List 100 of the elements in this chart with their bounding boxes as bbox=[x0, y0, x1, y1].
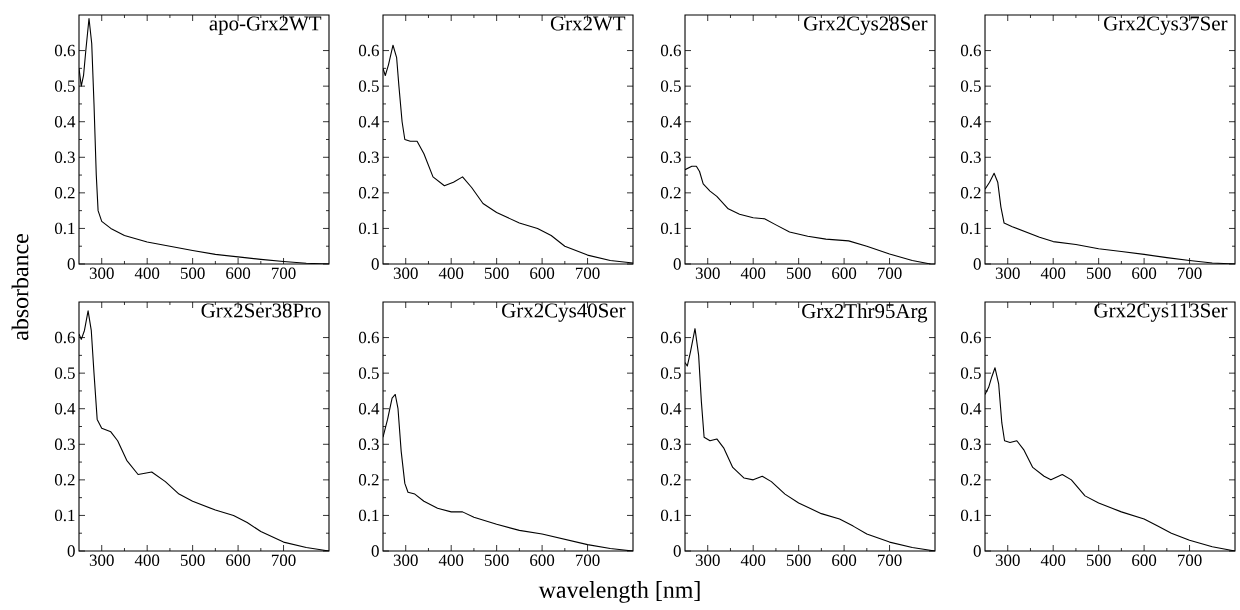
y-tick-label: 0.4 bbox=[54, 115, 76, 128]
y-tick-label: 0.6 bbox=[960, 44, 981, 57]
y-tick-label: 0.5 bbox=[660, 367, 681, 379]
x-tick-label: 700 bbox=[575, 554, 600, 566]
y-tick-label: 0.5 bbox=[54, 80, 75, 92]
x-tick-label: 500 bbox=[484, 554, 509, 566]
y-tick-label: 0.2 bbox=[358, 474, 379, 486]
chart-title: Grx2Cys37Ser bbox=[1104, 16, 1228, 35]
y-tick-label: 0.4 bbox=[960, 402, 982, 415]
y-tick-label: 0.1 bbox=[54, 222, 75, 235]
x-tick-label: 700 bbox=[271, 267, 296, 279]
y-tick-label: 0.4 bbox=[358, 402, 380, 415]
chart-title: Grx2Ser38Pro bbox=[201, 303, 321, 318]
x-tick-label: 400 bbox=[1040, 267, 1066, 279]
y-tick-label: 0 bbox=[67, 258, 75, 270]
y-tick-label: 0.6 bbox=[54, 44, 75, 57]
y-tick-label: 0.6 bbox=[358, 331, 379, 344]
y-tick-label: 0.4 bbox=[960, 115, 982, 128]
x-tick-label: 500 bbox=[1086, 267, 1111, 279]
x-tick-label: 400 bbox=[134, 267, 160, 279]
y-tick-label: 0.3 bbox=[960, 151, 981, 164]
y-tick-label: 0 bbox=[371, 545, 379, 557]
x-tick-label: 400 bbox=[134, 554, 160, 566]
y-tick-label: 0.2 bbox=[660, 187, 681, 199]
x-tick-label: 700 bbox=[877, 267, 902, 279]
x-tick-label: 300 bbox=[695, 554, 720, 566]
y-tick-label: 0.2 bbox=[54, 474, 75, 486]
x-tick-label: 600 bbox=[832, 554, 857, 566]
y-tick-label: 0 bbox=[973, 258, 981, 270]
x-tick-label: 500 bbox=[180, 267, 205, 279]
chart-title: Grx2WT bbox=[550, 16, 626, 31]
x-axis-title: wavelength [nm] bbox=[538, 581, 700, 603]
chart-title: Grx2Cys28Ser bbox=[804, 16, 928, 35]
y-tick-label: 0.5 bbox=[960, 367, 981, 379]
y-tick-label: 0 bbox=[67, 545, 75, 557]
y-tick-label: 0.2 bbox=[960, 474, 981, 486]
y-tick-label: 0.5 bbox=[660, 80, 681, 92]
x-tick-label: 600 bbox=[1132, 554, 1157, 566]
x-tick-label: 600 bbox=[1132, 267, 1157, 279]
y-tick-label: 0.1 bbox=[358, 222, 379, 235]
y-tick-label: 0.2 bbox=[660, 474, 681, 486]
x-tick-label: 300 bbox=[995, 554, 1020, 566]
y-tick-label: 0.2 bbox=[960, 187, 981, 199]
x-tick-label: 400 bbox=[438, 267, 464, 279]
y-tick-label: 0.3 bbox=[358, 151, 379, 164]
chart-title: Grx2Cys40Ser bbox=[502, 303, 626, 322]
y-tick-label: 0.1 bbox=[358, 509, 379, 522]
y-tick-label: 0.5 bbox=[358, 367, 379, 379]
x-tick-label: 300 bbox=[995, 267, 1020, 279]
y-tick-label: 0.6 bbox=[960, 331, 981, 344]
x-tick-label: 300 bbox=[695, 267, 720, 279]
y-tick-label: 0.6 bbox=[660, 44, 681, 57]
y-tick-label: 0.6 bbox=[54, 331, 75, 344]
y-tick-label: 0.3 bbox=[660, 151, 681, 164]
y-tick-label: 0.2 bbox=[358, 187, 379, 199]
y-tick-label: 0 bbox=[371, 258, 379, 270]
x-tick-label: 700 bbox=[575, 267, 600, 279]
x-tick-label: 600 bbox=[530, 267, 555, 279]
x-tick-label: 700 bbox=[877, 554, 902, 566]
y-tick-label: 0.4 bbox=[660, 402, 682, 415]
y-tick-label: 0.2 bbox=[54, 187, 75, 199]
x-tick-label: 500 bbox=[180, 554, 205, 566]
y-tick-label: 0.1 bbox=[960, 222, 981, 235]
x-tick-label: 300 bbox=[89, 267, 114, 279]
x-tick-label: 300 bbox=[393, 554, 418, 566]
y-tick-label: 0.3 bbox=[660, 438, 681, 451]
y-tick-label: 0 bbox=[673, 545, 681, 557]
y-tick-label: 0 bbox=[673, 258, 681, 270]
y-tick-label: 0 bbox=[973, 545, 981, 557]
y-tick-label: 0.5 bbox=[54, 367, 75, 379]
y-tick-label: 0.6 bbox=[358, 44, 379, 57]
x-tick-label: 600 bbox=[226, 267, 251, 279]
y-tick-label: 0.4 bbox=[54, 402, 76, 415]
y-tick-label: 0.4 bbox=[358, 115, 380, 128]
y-tick-label: 0.6 bbox=[660, 331, 681, 344]
x-tick-label: 400 bbox=[740, 554, 766, 566]
chart-title: apo-Grx2WT bbox=[209, 16, 322, 35]
y-axis-title: absorbance bbox=[11, 234, 29, 340]
y-tick-label: 0.4 bbox=[660, 115, 682, 128]
x-tick-label: 600 bbox=[226, 554, 251, 566]
y-tick-label: 0.5 bbox=[960, 80, 981, 92]
x-tick-label: 600 bbox=[530, 554, 555, 566]
x-tick-label: 600 bbox=[832, 267, 857, 279]
y-tick-label: 0.3 bbox=[54, 438, 75, 451]
x-tick-label: 700 bbox=[1177, 267, 1202, 279]
y-tick-label: 0.1 bbox=[54, 509, 75, 522]
y-tick-label: 0.3 bbox=[54, 151, 75, 164]
x-tick-label: 400 bbox=[438, 554, 464, 566]
chart-title: Grx2Cys113Ser bbox=[1094, 303, 1228, 322]
x-tick-label: 300 bbox=[89, 554, 114, 566]
y-tick-label: 0.3 bbox=[960, 438, 981, 451]
x-tick-label: 400 bbox=[1040, 554, 1066, 566]
x-tick-label: 500 bbox=[786, 554, 811, 566]
x-tick-label: 500 bbox=[484, 267, 509, 279]
x-tick-label: 500 bbox=[786, 267, 811, 279]
x-tick-label: 700 bbox=[1177, 554, 1202, 566]
y-tick-label: 0.5 bbox=[358, 80, 379, 92]
y-tick-label: 0.1 bbox=[660, 222, 681, 235]
x-tick-label: 400 bbox=[740, 267, 766, 279]
chart-title: Grx2Thr95Arg bbox=[802, 303, 928, 323]
